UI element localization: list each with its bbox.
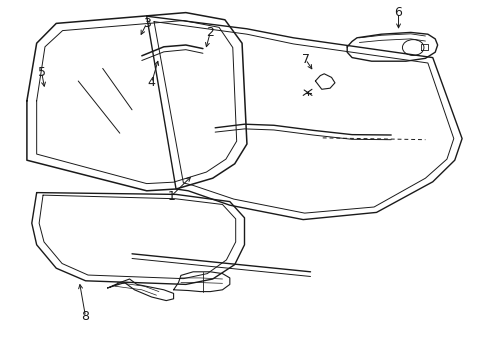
Text: 4: 4 <box>147 76 155 89</box>
Text: 5: 5 <box>38 66 45 78</box>
Text: 3: 3 <box>142 17 150 30</box>
Text: 6: 6 <box>394 6 402 19</box>
Text: 2: 2 <box>206 26 214 39</box>
Text: 1: 1 <box>167 190 175 203</box>
Text: 8: 8 <box>81 310 89 323</box>
Text: 7: 7 <box>301 53 309 66</box>
